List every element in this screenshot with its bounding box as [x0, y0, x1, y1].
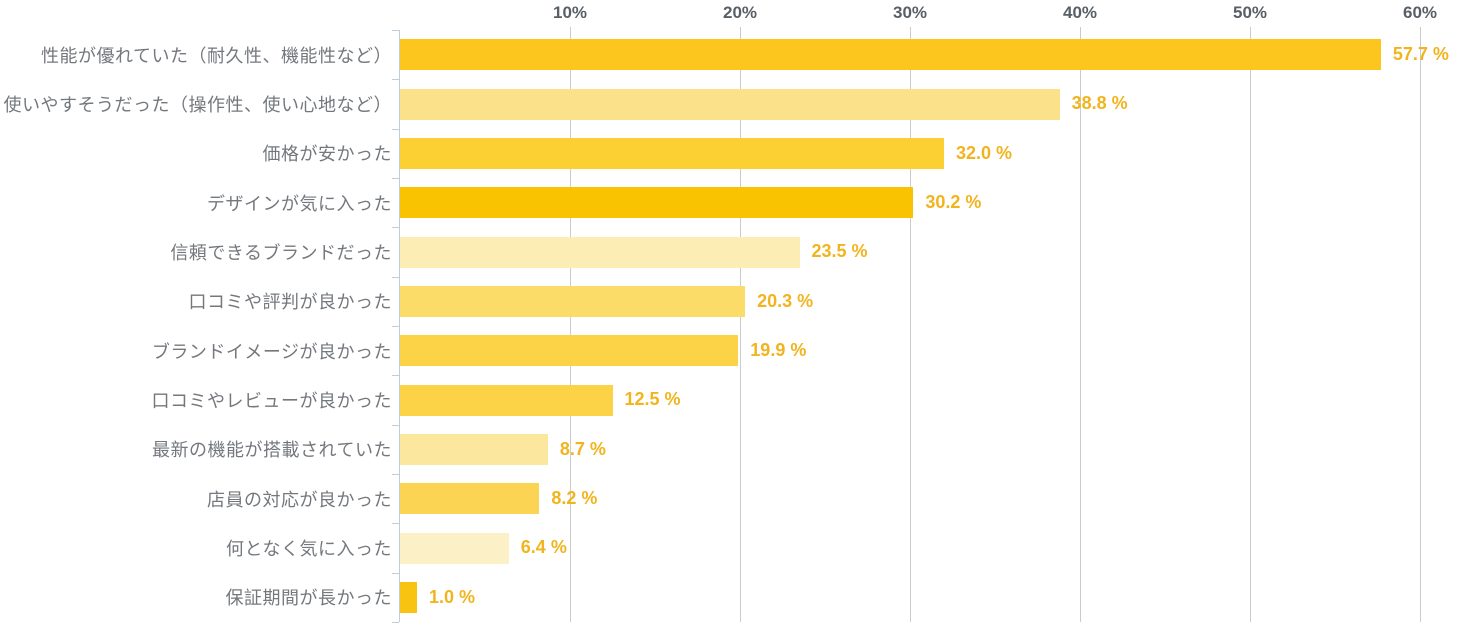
bar [400, 384, 613, 416]
x-axis-tick-label: 30% [892, 3, 928, 22]
value-label: 38.8 % [1071, 93, 1128, 114]
y-axis-tick [392, 30, 399, 31]
value-label: 6.4 % [520, 537, 567, 558]
category-label: 性能が優れていた（耐久性、機能性など） [41, 45, 392, 66]
value-label: 30.2 % [925, 192, 982, 213]
y-axis-tick [392, 227, 399, 229]
x-axis-tick-label: 60% [1402, 3, 1438, 22]
y-axis-tick [392, 276, 399, 278]
gridline [1419, 27, 1421, 622]
category-label: 最新の機能が搭載されていた [152, 440, 392, 461]
y-axis-tick [392, 128, 399, 130]
y-axis-tick [392, 622, 399, 623]
x-axis-tick-label: 50% [1232, 3, 1268, 22]
y-axis-tick [392, 326, 399, 327]
value-label: 20.3 % [757, 290, 814, 311]
category-label: 何となく気に入った [226, 538, 392, 559]
y-axis-line [399, 30, 400, 622]
category-label: 価格が安かった [262, 144, 392, 165]
x-axis-tick-label: 20% [722, 3, 758, 22]
x-axis-tick-label: 40% [1062, 3, 1098, 22]
category-label: 口コミや評判が良かった [188, 292, 392, 313]
value-label: 8.7 % [559, 438, 606, 459]
gridline [909, 27, 911, 622]
category-label: 保証期間が長かった [225, 588, 392, 609]
bar [400, 483, 540, 515]
value-label: 57.7 % [1392, 44, 1449, 65]
y-axis-tick [392, 424, 399, 426]
y-axis-tick [392, 474, 399, 475]
y-axis-tick [392, 523, 399, 525]
value-label: 23.5 % [811, 241, 868, 262]
gridline [569, 27, 571, 622]
bar [400, 137, 944, 169]
y-axis-tick [392, 79, 399, 81]
category-label: デザインが気に入った [207, 193, 392, 214]
category-label: 店員の対応が良かった [207, 489, 392, 510]
x-axis-tick-label: 10% [552, 3, 588, 22]
y-axis-tick [392, 572, 399, 574]
category-label: 口コミやレビューが良かった [151, 390, 392, 411]
value-label: 8.2 % [551, 488, 598, 509]
value-label: 19.9 % [750, 340, 807, 361]
bar [400, 335, 739, 367]
y-axis-tick [392, 375, 399, 377]
gridline [1249, 27, 1251, 622]
gridline [739, 27, 741, 622]
category-label: 使いやすそうだった（操作性、使い心地など） [3, 94, 392, 115]
bar [400, 433, 548, 465]
bar [400, 532, 509, 564]
value-label: 12.5 % [624, 389, 681, 410]
bar [400, 39, 1381, 71]
bar [400, 285, 746, 317]
y-axis-tick [392, 178, 399, 179]
bar [400, 236, 800, 268]
gridline [1079, 27, 1081, 622]
bar [400, 88, 1060, 120]
bar [400, 581, 417, 613]
category-label: ブランドイメージが良かった [151, 341, 392, 362]
value-label: 1.0 % [429, 586, 476, 607]
value-label: 32.0 % [956, 142, 1013, 163]
category-label: 信頼できるブランドだった [170, 242, 392, 263]
bar [400, 187, 914, 219]
